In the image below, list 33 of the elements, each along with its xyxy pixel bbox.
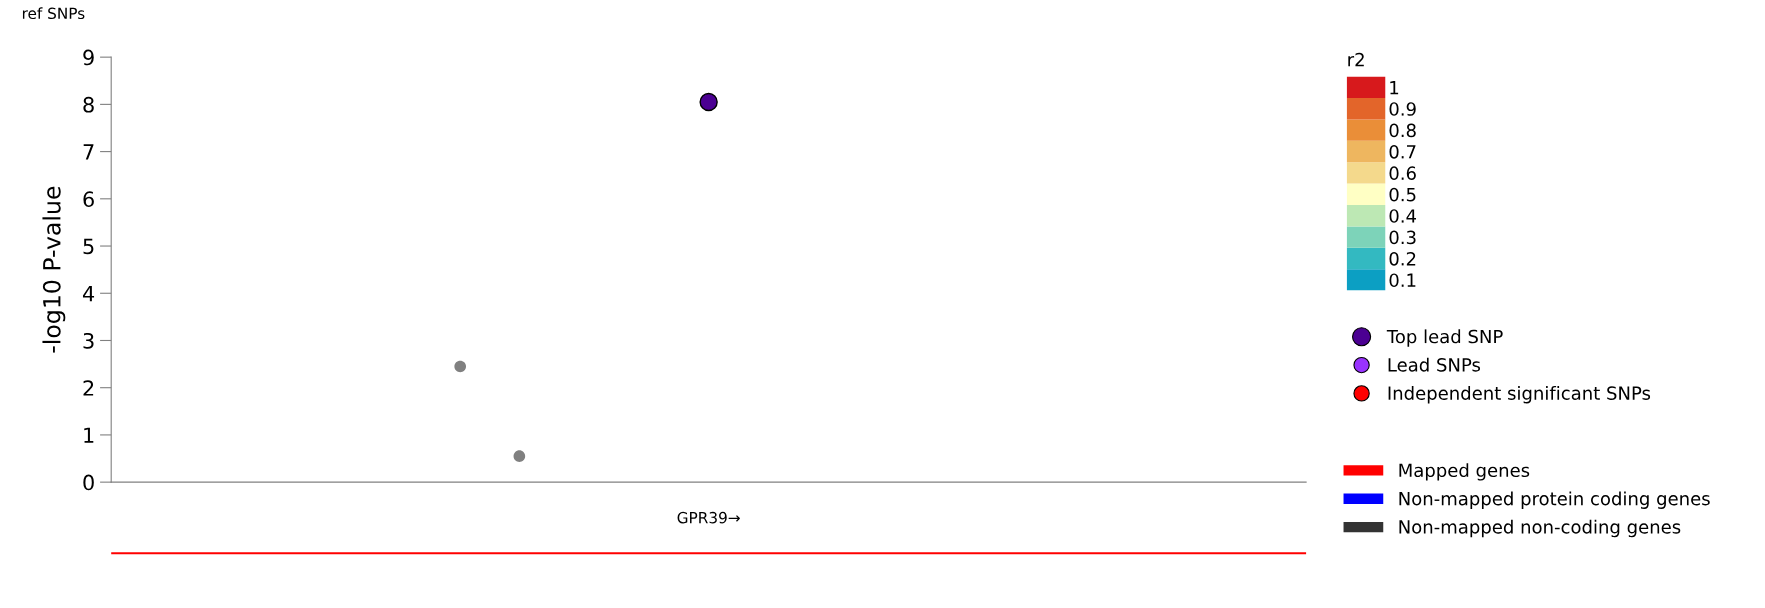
- y-tick-label: 7: [83, 144, 94, 160]
- legend-label: Mapped genes: [1399, 463, 1530, 481]
- y-axis-title: -log10 P-value: [42, 186, 66, 353]
- y-tick-label: 2: [83, 380, 94, 396]
- color-bar-label: 0.1: [1389, 273, 1416, 288]
- color-bar-label: 0.4: [1389, 209, 1416, 223]
- color-bar-label: 0.8: [1389, 123, 1416, 138]
- point: [699, 92, 718, 112]
- legend-label: Top lead SNP: [1386, 329, 1503, 347]
- y-tick-label: 4: [82, 285, 95, 302]
- legend-label: Non-mapped protein coding genes: [1399, 491, 1710, 509]
- legend-label: Lead SNPs: [1388, 357, 1481, 372]
- color-bar-label: 0.6: [1389, 166, 1416, 181]
- y-tick-label: 5: [83, 238, 94, 255]
- y-tick-label: 9: [83, 49, 94, 66]
- y-tick-label: 3: [83, 332, 94, 349]
- y-tick-label: 8: [83, 96, 94, 113]
- legend-label: Non-mapped non-coding genes: [1399, 519, 1681, 538]
- y-tick-label: 1: [84, 427, 94, 443]
- color-bar-label: 0.3: [1389, 230, 1416, 245]
- color-bar-label: 0.5: [1389, 187, 1416, 202]
- color-bar-label: 0.2: [1389, 251, 1416, 266]
- text: GPR39→: [677, 511, 740, 524]
- point: [454, 360, 467, 373]
- color-bar-title: r2: [1348, 52, 1364, 67]
- y-tick-label: 6: [83, 191, 94, 208]
- y-tick-label: 0: [83, 474, 94, 491]
- color-bar-label: 1: [1390, 81, 1399, 95]
- legend-label: Independent significant SNPs: [1388, 385, 1651, 404]
- color-bar-label: 0.7: [1389, 144, 1416, 159]
- color-bar-label: 0.9: [1389, 102, 1416, 116]
- point: [513, 450, 526, 462]
- chart-title: ref SNPs: [22, 7, 85, 20]
